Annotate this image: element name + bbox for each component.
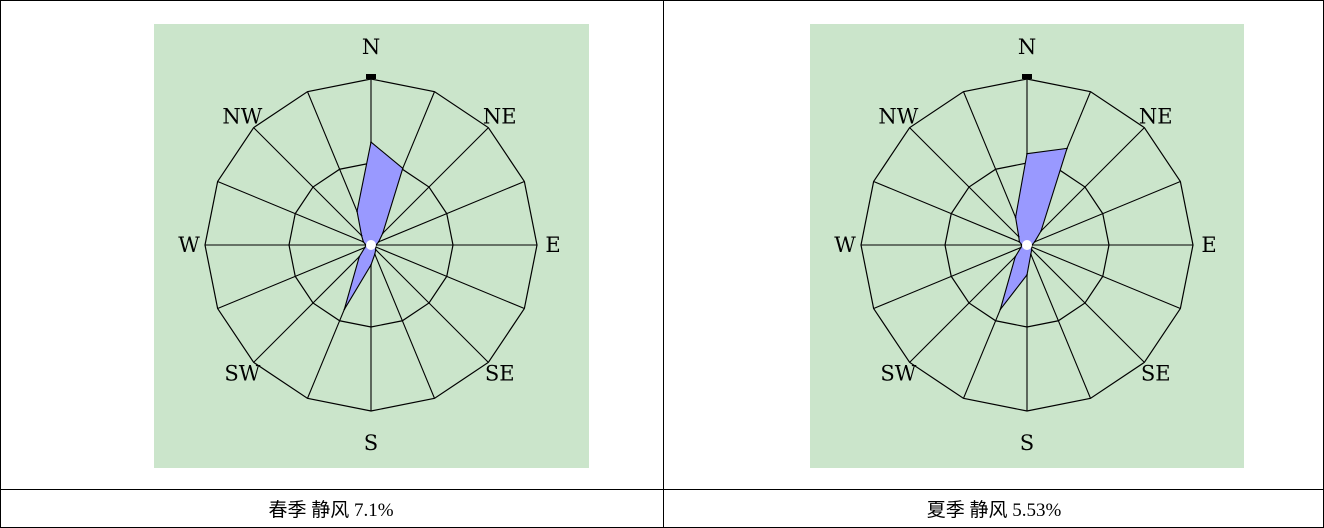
spoke-ese (370, 244, 525, 310)
frequency-point-ene (1033, 241, 1036, 243)
frequency-point-s (370, 264, 372, 266)
frequency-point-nnw (1014, 216, 1017, 219)
direction-label-se: SE (1141, 362, 1171, 386)
direction-label-se: SE (485, 362, 515, 386)
table-divider-vertical (663, 0, 664, 527)
direction-label-w: W (834, 233, 856, 257)
spoke-ene (370, 180, 525, 246)
spoke-ene (1026, 180, 1181, 246)
spoke-wsw (873, 244, 1028, 310)
direction-label-n: N (1018, 35, 1036, 59)
spoke-ese (1026, 244, 1181, 310)
frequency-point-ne (1040, 230, 1042, 232)
spoke-sse (1026, 244, 1092, 399)
calm-center (366, 240, 376, 250)
frequency-point-nne (1066, 147, 1068, 150)
cell-summer-chart: N NE E SE S SW W NW (663, 0, 1324, 489)
direction-label-s: S (1020, 431, 1034, 455)
frequency-point-nne (401, 167, 404, 170)
spoke-se (1026, 244, 1145, 363)
direction-label-nw: NW (222, 104, 262, 128)
direction-label-sw: SW (880, 362, 916, 386)
calm-center (1022, 240, 1032, 250)
frequency-point-ne (381, 232, 384, 235)
frequency-point-sw (1014, 255, 1017, 258)
direction-label-nw: NW (878, 104, 918, 128)
frequency-point-sse (1030, 253, 1032, 256)
frequency-point-wsw (1020, 246, 1022, 249)
direction-label-ne: NE (1139, 104, 1173, 128)
direction-label-s: S (364, 431, 378, 455)
north-marker (366, 74, 376, 79)
frequency-point-sw (358, 255, 361, 258)
spoke-nw (253, 127, 372, 246)
direction-label-n: N (362, 35, 380, 59)
spoke-sw (909, 244, 1028, 363)
frequency-point-wsw (364, 246, 366, 249)
frequency-point-nw (360, 234, 363, 237)
spoke-wnw (873, 180, 1028, 246)
spoke-sse (370, 244, 436, 399)
frequency-point-se (1030, 248, 1033, 251)
frequency-point-wnw (362, 241, 365, 243)
frequency-point-se (374, 248, 377, 251)
direction-label-sw: SW (224, 362, 260, 386)
caption-spring: 春季 静风 7.1% (268, 500, 394, 521)
direction-label-e: E (545, 233, 560, 257)
frequency-point-n (1026, 152, 1028, 155)
frequency-point-ssw (343, 308, 346, 311)
wind-rose-spring: N NE E SE S SW W NW (154, 24, 589, 468)
spoke-se (370, 244, 489, 363)
frequency-point-n (370, 141, 372, 143)
spoke-wsw (217, 244, 372, 310)
wind-rose-summer: N NE E SE S SW W NW (810, 24, 1244, 468)
frequency-point-nw (1017, 235, 1020, 238)
spoke-sw (253, 244, 372, 363)
table-divider-horizontal (0, 489, 1324, 490)
frequency-point-nnw (356, 210, 358, 213)
spoke-ne (1026, 127, 1145, 246)
direction-label-e: E (1201, 233, 1216, 257)
spoke-wnw (217, 180, 372, 246)
north-marker (1022, 74, 1032, 79)
direction-label-ne: NE (483, 104, 517, 128)
spoke-ne (370, 127, 489, 246)
frequency-point-sse (374, 253, 376, 256)
direction-label-w: W (178, 233, 200, 257)
caption-summer: 夏季 静风 5.53% (926, 500, 1062, 521)
frequency-point-ssw (999, 308, 1002, 311)
spoke-nw (909, 127, 1028, 246)
frequency-point-ene (377, 241, 380, 243)
cell-spring-chart: N NE E SE S SW W NW (0, 0, 662, 489)
frequency-point-wnw (1018, 241, 1021, 243)
frequency-point-s (1026, 274, 1028, 276)
